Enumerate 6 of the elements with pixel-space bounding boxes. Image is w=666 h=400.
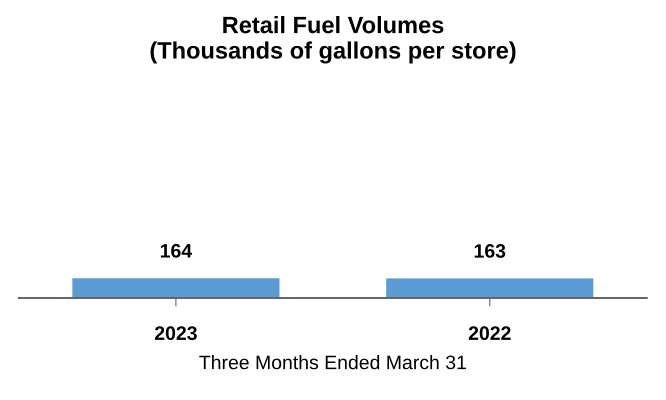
x-tick-label: 2022	[468, 326, 511, 340]
x-tick-label: 2023	[154, 326, 197, 340]
data-label: 164	[160, 244, 192, 258]
chart-title: Retail Fuel Volumes (Thousands of gallons per store)	[150, 16, 516, 64]
data-label: 163	[474, 244, 506, 258]
x-axis-title: Three Months Ended March 31	[199, 355, 466, 370]
